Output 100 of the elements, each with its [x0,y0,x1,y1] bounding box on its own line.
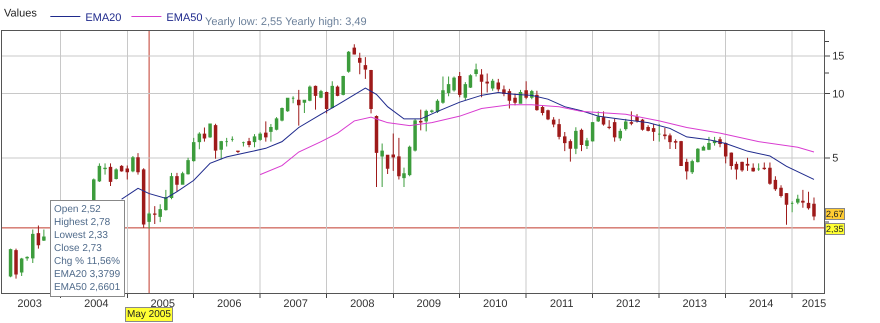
candlestick [557,118,561,140]
candlestick [762,162,766,170]
candlestick [801,189,805,208]
candlestick [202,127,206,142]
candlestick [274,116,278,131]
candlestick [602,110,606,126]
candlestick [424,109,428,132]
candlestick [308,84,312,102]
candlestick [446,76,450,97]
x-tick-label: 2010 [482,298,508,310]
annotation: Close 2,73 [54,243,102,254]
candlestick [779,184,783,198]
candlestick [563,132,566,152]
candlestick [702,145,706,152]
candlestick [413,118,417,152]
candlestick [42,228,46,242]
candlestick [252,134,256,148]
line-series [121,88,814,200]
y-tick-label: 15 [832,50,844,63]
candlestick [784,192,788,226]
candlestick [674,138,678,150]
annotation: Chg % 11,56% [54,256,120,267]
x-tick-label: 2008 [350,298,375,310]
candlestick [380,143,384,188]
candlestick [358,52,362,75]
candlestick [768,162,772,186]
candlestick [126,165,130,180]
candlestick [98,162,102,183]
candlestick [630,110,634,126]
y-tick-label: 5 [832,152,838,165]
candlestick [607,120,611,130]
candlestick [192,137,196,162]
candlestick [108,162,112,186]
candlestick [430,109,434,114]
x-tick-label: 2012 [616,298,641,310]
candlestick [20,257,24,276]
candlestick [180,171,184,186]
candlestick [574,126,578,155]
candlestick [336,84,340,97]
candlestick [452,76,456,92]
candlestick [474,63,478,78]
candlestick [796,194,800,205]
candlestick [219,140,223,160]
x-tick-label: 2007 [283,298,308,310]
candlestick [441,76,445,104]
candlestick [646,124,650,132]
candlestick [170,172,174,200]
candlestick [186,157,190,176]
x-tick-label: 2011 [550,298,574,310]
candlestick [352,44,356,56]
x-tick-label: 2014 [748,298,774,310]
text: 2,67 [826,209,844,219]
candlestick [236,150,240,154]
candlestick [624,118,628,132]
candlestick [513,92,517,106]
ref-line-label: 2,35 [826,224,844,234]
y-tick-label: 10 [832,88,844,100]
candlestick [136,152,140,176]
candlestick [153,206,156,224]
candlestick [198,132,202,150]
candlestick [31,228,35,264]
candlestick [386,154,390,174]
line-series [260,104,814,176]
candlestick [774,176,778,192]
candlestick [458,72,462,98]
text: Yearly low: 2,55 Yearly high: 3,49 [205,16,367,28]
candlestick [142,168,146,228]
x-tick-label: 2005 [150,298,175,310]
candlestick [596,110,600,123]
candlestick [291,96,295,104]
candlestick [36,225,40,250]
candlestick [103,162,107,176]
candlestick [224,137,228,147]
candlestick [341,75,345,96]
candlestick [92,178,96,203]
candlestick [214,123,218,160]
candlestick [208,123,212,138]
candlestick [585,137,589,150]
candlestick [147,212,151,230]
candlestick [175,172,179,192]
candlestick [480,68,484,98]
candlestick [374,114,378,188]
candlestick [508,88,512,110]
legend-label: EMA50 [166,12,202,24]
candlestick [751,162,755,172]
candlestick [280,106,284,122]
candlestick [324,91,328,114]
candlestick [690,159,694,174]
candlestick [756,162,760,172]
legend-label: EMA20 [85,12,122,24]
candlestick [131,155,135,173]
candlestick [790,200,794,213]
candlestick [120,164,124,172]
annotation: EMA20 3,3799 [54,269,121,280]
candlestick [330,80,334,110]
candlestick [297,89,301,126]
candlestick [242,141,246,147]
legend-title: Values [4,7,38,20]
candlestick [8,248,12,278]
candlestick [546,109,550,121]
